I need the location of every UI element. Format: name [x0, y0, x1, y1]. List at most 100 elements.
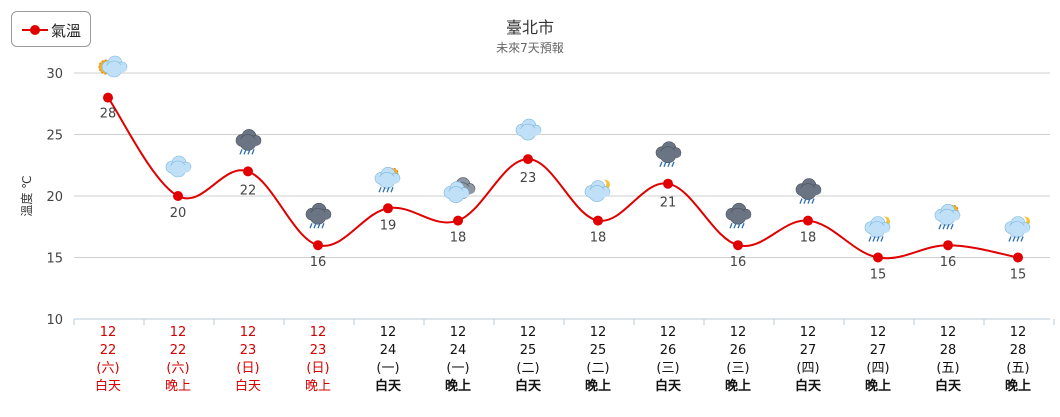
x-tick-label: 26 [660, 343, 677, 358]
data-label: 16 [730, 255, 747, 270]
x-tick-label: (二) [516, 361, 539, 376]
x-tick-label: 白天 [935, 378, 962, 394]
x-tick-label: 25 [520, 343, 537, 358]
x-tick-label: 27 [870, 343, 887, 358]
data-point[interactable] [1013, 252, 1023, 263]
data-point[interactable] [593, 215, 603, 226]
x-tick-label: 23 [310, 343, 327, 358]
y-tick-label: 10 [46, 313, 63, 328]
sunny-cloudy-icon [98, 55, 128, 78]
x-tick-label: 白天 [795, 378, 822, 394]
data-point[interactable] [943, 240, 953, 251]
x-tick-label: 晚上 [165, 379, 191, 394]
x-tick-label: 12 [310, 325, 327, 340]
x-tick-label: (二) [586, 361, 609, 376]
x-tick-label: 晚上 [585, 378, 611, 394]
x-tick-label: 22 [100, 343, 117, 358]
data-label: 23 [520, 171, 537, 186]
x-tick-label: 晚上 [305, 379, 331, 394]
x-tick-label: 白天 [655, 378, 682, 394]
data-label: 16 [940, 255, 957, 270]
x-tick-label: 28 [940, 343, 957, 358]
x-tick-label: 12 [520, 325, 537, 340]
legend[interactable]: 氣溫 [11, 11, 91, 47]
x-tick-label: (六) [96, 361, 119, 376]
y-tick-label: 20 [46, 190, 63, 205]
x-tick-label: (一) [376, 361, 399, 376]
x-tick-label: 晚上 [865, 378, 891, 394]
rain-cloud-icon [235, 129, 262, 155]
x-tick-label: 白天 [95, 378, 121, 394]
x-tick-label: (一) [446, 361, 469, 376]
sun-rain-icon [374, 167, 401, 193]
x-tick-label: (四) [796, 361, 819, 376]
x-tick-label: 23 [240, 343, 257, 358]
x-tick-label: 12 [660, 325, 677, 340]
x-tick-label: 晚上 [1005, 378, 1031, 394]
data-point[interactable] [453, 215, 463, 226]
sun-rain-icon [934, 203, 961, 230]
x-tick-label: 12 [940, 325, 957, 340]
x-tick-label: (日) [236, 361, 259, 376]
x-tick-label: (五) [936, 361, 959, 376]
x-tick-label: 12 [170, 325, 187, 340]
y-axis-title: 溫度 ℃ [19, 175, 34, 216]
data-point[interactable] [803, 215, 813, 226]
x-tick-label: 12 [1010, 325, 1027, 340]
rain-cloud-icon [655, 141, 682, 167]
x-tick-label: 白天 [515, 378, 542, 394]
x-tick-label: 晚上 [445, 378, 471, 394]
cloudy-icon [515, 118, 542, 141]
data-label: 20 [170, 206, 187, 221]
y-tick-label: 15 [46, 252, 63, 267]
x-tick-label: 12 [450, 325, 467, 340]
x-tick-label: 27 [800, 343, 817, 358]
data-label: 21 [660, 196, 677, 211]
data-point[interactable] [103, 92, 113, 103]
moon-rain-icon [864, 216, 891, 242]
data-point[interactable] [383, 203, 393, 214]
x-tick-label: 12 [100, 325, 117, 340]
x-tick-label: (六) [166, 361, 189, 376]
data-label: 22 [240, 183, 257, 198]
x-tick-label: 24 [380, 343, 397, 358]
chart-subtitle: 未來7天預報 [496, 41, 564, 55]
x-tick-label: (三) [726, 361, 749, 376]
data-label: 15 [1010, 268, 1027, 283]
x-tick-label: 12 [590, 325, 607, 340]
x-tick-label: 晚上 [725, 378, 751, 394]
x-tick-label: 22 [170, 343, 187, 358]
data-point[interactable] [313, 240, 323, 251]
data-label: 28 [100, 107, 117, 122]
moon-cloud-icon [584, 179, 611, 202]
rain-cloud-icon [725, 202, 752, 229]
cloudy-icon [165, 155, 192, 178]
moon-rain-icon [1004, 216, 1031, 242]
data-point[interactable] [663, 178, 673, 189]
overcast-icon [443, 177, 476, 203]
x-tick-label: 白天 [375, 378, 402, 394]
data-point[interactable] [243, 166, 253, 177]
rain-cloud-icon [305, 202, 332, 229]
data-point[interactable] [873, 252, 883, 263]
x-tick-label: 12 [800, 325, 817, 340]
data-label: 19 [380, 218, 397, 233]
data-point[interactable] [523, 154, 533, 165]
x-tick-label: 25 [590, 343, 607, 358]
data-label: 18 [800, 231, 817, 246]
x-tick-label: 24 [450, 343, 467, 358]
x-tick-label: 白天 [235, 378, 261, 394]
data-point[interactable] [173, 191, 183, 201]
data-label: 15 [870, 268, 887, 283]
x-tick-label: 26 [730, 343, 747, 358]
y-tick-label: 25 [46, 129, 63, 144]
data-point[interactable] [733, 240, 743, 251]
x-tick-label: 12 [240, 325, 257, 340]
x-tick-label: 12 [730, 325, 747, 340]
chart-title: 臺北市 [505, 18, 554, 37]
y-tick-label: 30 [46, 67, 63, 82]
data-label: 18 [590, 231, 607, 246]
legend-dot-swatch [30, 25, 40, 35]
x-tick-label: (五) [1006, 361, 1029, 376]
